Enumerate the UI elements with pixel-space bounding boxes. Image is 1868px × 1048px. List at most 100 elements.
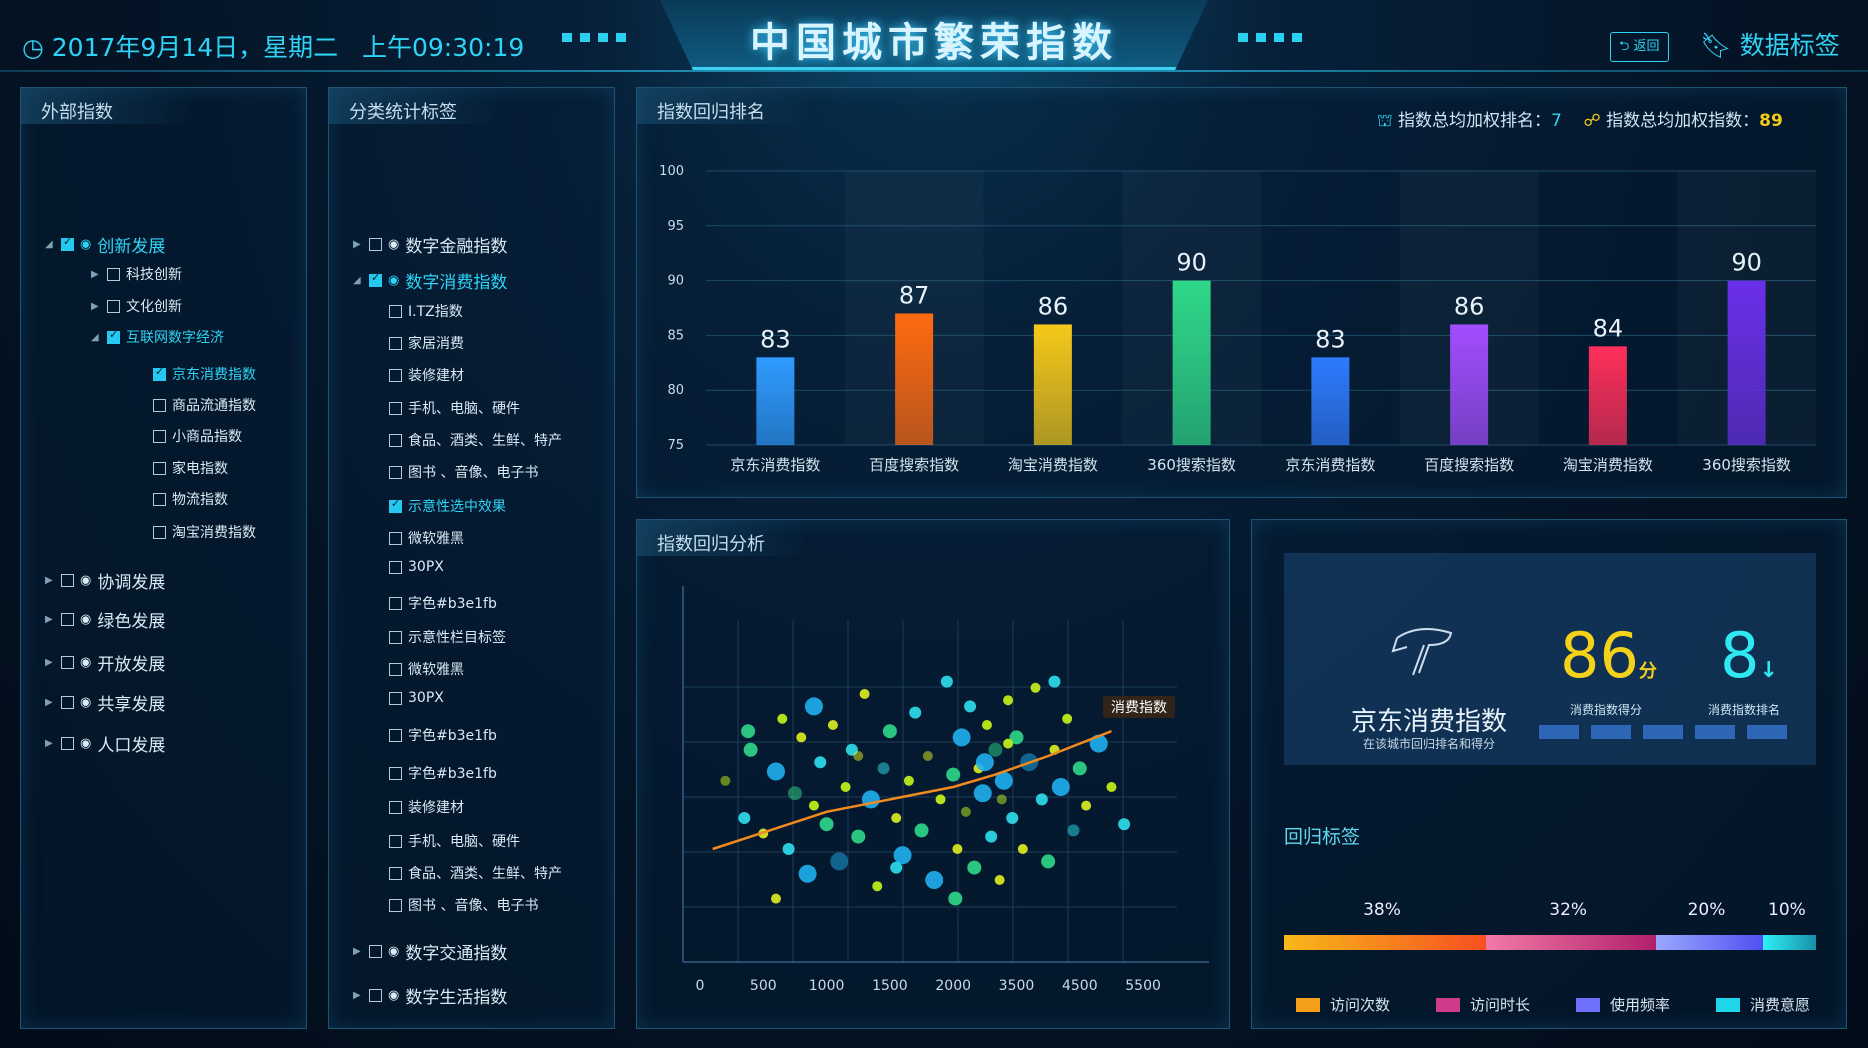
- tree-item[interactable]: 30PX: [373, 690, 444, 706]
- tree-item[interactable]: 字色#b3e1fb: [373, 593, 497, 613]
- tree-item[interactable]: 图书 、音像、电子书: [373, 462, 538, 482]
- checkbox[interactable]: [389, 433, 402, 447]
- tree-item[interactable]: ▶ ◉ 开放发展: [45, 650, 165, 675]
- checkbox[interactable]: [389, 766, 402, 780]
- tree-item[interactable]: 字色#b3e1fb: [373, 725, 497, 745]
- checkbox[interactable]: [389, 368, 402, 382]
- tree-item[interactable]: 微软雅黑: [373, 659, 464, 679]
- checkbox[interactable]: [389, 800, 402, 814]
- scatter-point: [859, 689, 870, 699]
- checkbox[interactable]: [369, 238, 382, 251]
- time-text: 上午09:30:19: [361, 33, 525, 62]
- checkbox[interactable]: [107, 328, 120, 344]
- tree-item[interactable]: 装修建材: [373, 365, 464, 385]
- caret-right-icon[interactable]: ▶: [45, 738, 53, 749]
- caret-right-icon[interactable]: ▶: [353, 946, 361, 957]
- checkbox[interactable]: [369, 989, 382, 1002]
- tree-item[interactable]: ▶ ◉ 协调发展: [45, 568, 165, 593]
- tree-item[interactable]: 字色#b3e1fb: [373, 763, 497, 783]
- tree-item[interactable]: 小商品指数: [137, 426, 242, 446]
- tree-item[interactable]: ▶ ◉ 数字金融指数: [353, 232, 507, 257]
- checkbox[interactable]: [389, 531, 402, 545]
- caret-right-icon[interactable]: ▶: [353, 239, 361, 250]
- tree-item[interactable]: 家电指数: [137, 458, 228, 478]
- tree-item[interactable]: 淘宝消费指数: [137, 522, 256, 542]
- checkbox[interactable]: [153, 429, 166, 443]
- caret-right-icon[interactable]: ▶: [353, 990, 361, 1001]
- checkbox[interactable]: [389, 866, 402, 880]
- caret-down-icon[interactable]: ◢: [45, 239, 53, 250]
- tree-item[interactable]: 示意性选中效果: [373, 496, 506, 516]
- checkbox[interactable]: [369, 945, 382, 958]
- checkbox[interactable]: [389, 560, 402, 574]
- tree-item[interactable]: ▶ ◉ 人口发展: [45, 731, 165, 756]
- tree-item[interactable]: 食品、酒类、生鲜、特产: [373, 430, 562, 450]
- caret-right-icon[interactable]: ▶: [91, 268, 99, 280]
- checkbox[interactable]: [389, 401, 402, 415]
- checkbox[interactable]: [389, 834, 402, 848]
- caret-right-icon[interactable]: ▶: [45, 657, 53, 668]
- checkbox[interactable]: [389, 630, 402, 644]
- tree-item[interactable]: 物流指数: [137, 489, 228, 509]
- tree-item[interactable]: 示意性栏目标签: [373, 627, 506, 647]
- scatter-point: [1081, 800, 1092, 811]
- checkbox[interactable]: [61, 656, 74, 669]
- checkbox[interactable]: [389, 728, 402, 742]
- tree-item[interactable]: 商品流通指数: [137, 395, 256, 415]
- tree-item[interactable]: ▶ ◉ 绿色发展: [45, 607, 165, 632]
- tree-item[interactable]: 手机、电脑、硬件: [373, 831, 520, 851]
- tree-item[interactable]: I.TZ指数: [373, 301, 463, 321]
- caret-down-icon[interactable]: ◢: [91, 331, 99, 343]
- tree-item-label: 商品流通指数: [172, 398, 256, 414]
- checkbox[interactable]: [153, 365, 166, 381]
- tree-item[interactable]: ▶ ◉ 数字交通指数: [353, 939, 507, 964]
- checkbox[interactable]: [153, 525, 166, 539]
- tree-item-label: 互联网数字经济: [126, 330, 224, 346]
- decor-lines: [1539, 725, 1794, 739]
- tree-item-label: 创新发展: [97, 237, 166, 257]
- caret-right-icon[interactable]: ▶: [45, 575, 53, 586]
- checkbox[interactable]: [107, 267, 120, 281]
- checkbox[interactable]: [389, 497, 402, 513]
- data-tag-button[interactable]: 🔖︎ 数据标签: [1700, 26, 1840, 62]
- caret-down-icon[interactable]: ◢: [353, 275, 361, 286]
- caret-right-icon[interactable]: ▶: [45, 614, 53, 625]
- checkbox[interactable]: [389, 465, 402, 479]
- checkbox[interactable]: [153, 461, 166, 475]
- checkbox[interactable]: [153, 492, 166, 506]
- tree-item[interactable]: 微软雅黑: [373, 528, 464, 548]
- rank-label: 指数总均加权排名：: [1398, 111, 1552, 131]
- tree-item[interactable]: 30PX: [373, 559, 444, 575]
- tree-item[interactable]: ▶ ◉ 数字生活指数: [353, 983, 507, 1008]
- caret-right-icon[interactable]: ▶: [45, 697, 53, 708]
- checkbox[interactable]: [61, 574, 74, 587]
- tree-item[interactable]: 京东消费指数: [137, 364, 256, 384]
- checkbox[interactable]: [389, 336, 402, 350]
- tree-item[interactable]: ▶ ◉ 共享发展: [45, 690, 165, 715]
- tree-item[interactable]: ▶ 文化创新: [91, 296, 182, 316]
- back-button[interactable]: ⮌ 返回: [1610, 32, 1669, 62]
- tree-item[interactable]: 图书 、音像、电子书: [373, 895, 538, 915]
- tree-item[interactable]: 装修建材: [373, 797, 464, 817]
- checkbox[interactable]: [107, 299, 120, 313]
- checkbox[interactable]: [389, 691, 402, 705]
- tree-item[interactable]: 家居消费: [373, 333, 464, 353]
- checkbox[interactable]: [61, 737, 74, 750]
- checkbox[interactable]: [389, 596, 402, 610]
- tree-item[interactable]: ◢ ◉ 创新发展: [45, 232, 165, 257]
- checkbox[interactable]: [369, 271, 382, 287]
- tree-item[interactable]: ◢ 互联网数字经济: [91, 327, 224, 347]
- tree-item[interactable]: 手机、电脑、硬件: [373, 398, 520, 418]
- tree-item[interactable]: ▶ 科技创新: [91, 264, 182, 284]
- caret-right-icon[interactable]: ▶: [91, 300, 99, 312]
- tree-item[interactable]: ◢ ◉ 数字消费指数: [353, 268, 507, 293]
- checkbox[interactable]: [389, 898, 402, 912]
- checkbox[interactable]: [153, 398, 166, 412]
- checkbox[interactable]: [389, 662, 402, 676]
- scatter-point: [994, 875, 1005, 885]
- checkbox[interactable]: [61, 613, 74, 626]
- checkbox[interactable]: [61, 235, 74, 251]
- checkbox[interactable]: [61, 696, 74, 709]
- checkbox[interactable]: [389, 304, 402, 318]
- tree-item[interactable]: 食品、酒类、生鲜、特产: [373, 863, 562, 883]
